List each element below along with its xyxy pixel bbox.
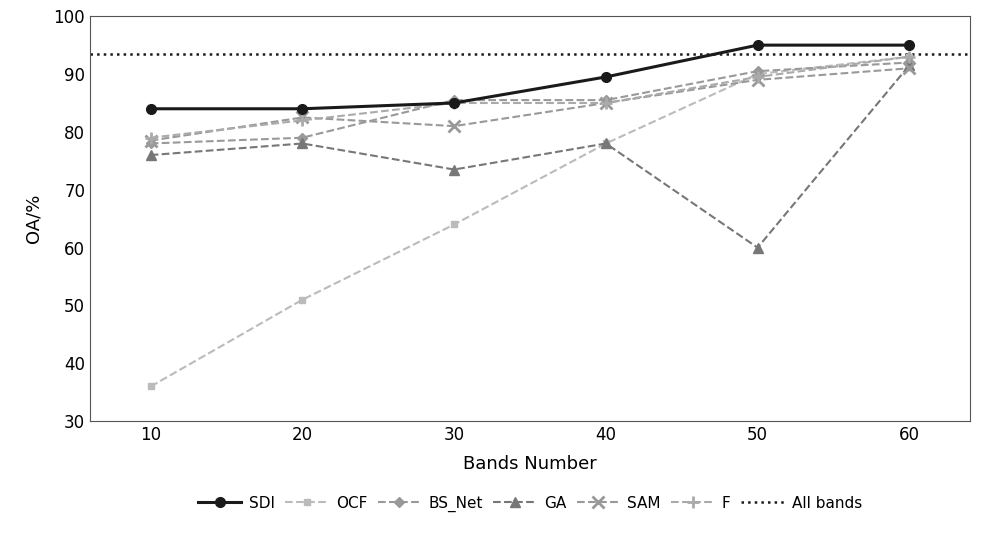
Legend: SDI, OCF, BS_Net, GA, SAM, F, All bands: SDI, OCF, BS_Net, GA, SAM, F, All bands <box>192 490 868 518</box>
Y-axis label: OA/%: OA/% <box>24 194 42 244</box>
X-axis label: Bands Number: Bands Number <box>463 455 597 473</box>
